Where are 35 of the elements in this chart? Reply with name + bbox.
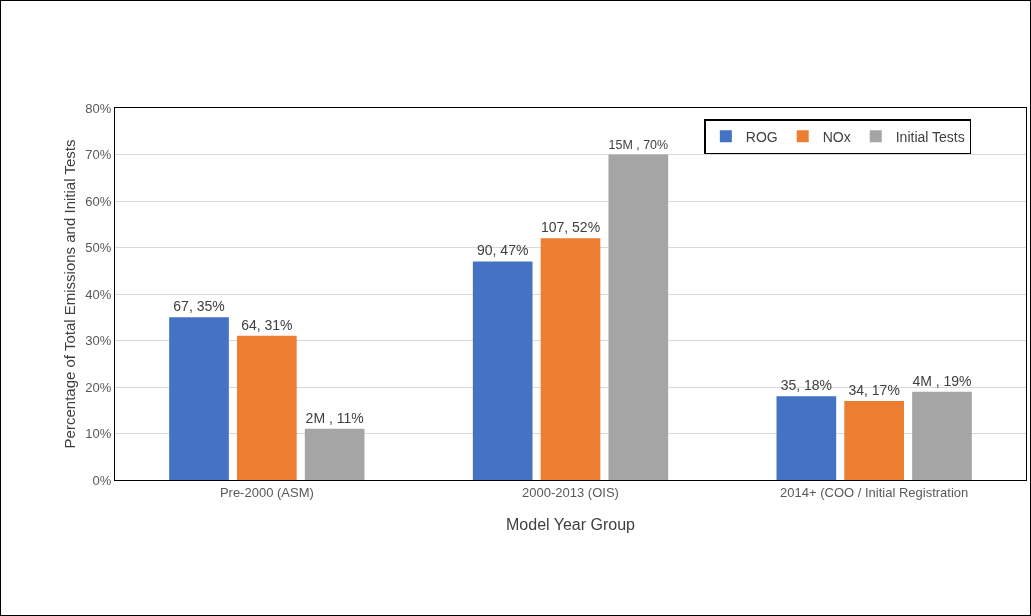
- bar: [540, 238, 601, 480]
- bar: [304, 428, 365, 480]
- x-tick-label: Pre-2000 (ASM): [219, 484, 314, 500]
- data-label: 90, 47%: [476, 242, 529, 259]
- y-tick-label: 60%: [85, 193, 112, 209]
- bar: [169, 317, 229, 480]
- data-label: 67, 35%: [173, 298, 225, 315]
- y-tick-label: 10%: [85, 426, 112, 442]
- x-axis-title: Model Year Group: [506, 516, 636, 534]
- x-tick-label: 2000-2013 (OIS): [522, 484, 619, 500]
- bar: [608, 154, 669, 480]
- y-tick-label: 40%: [85, 286, 112, 302]
- y-axis-title: Percentage of Total Emissions and Initial Tests: [61, 139, 78, 449]
- legend-label: Initial Tests: [895, 128, 965, 145]
- data-label: 2M , 11%: [305, 409, 364, 426]
- y-tick-label: 70%: [85, 147, 112, 163]
- legend-label: ROG: [745, 128, 778, 145]
- data-label: 107, 52%: [540, 219, 601, 236]
- bar: [236, 335, 297, 480]
- data-label: 64, 31%: [241, 316, 293, 333]
- data-label: 34, 17%: [848, 381, 900, 398]
- data-label: 15M , 70%: [608, 137, 669, 152]
- y-tick-label: 80%: [85, 100, 112, 116]
- data-label: 4M , 19%: [912, 372, 972, 389]
- bar: [472, 261, 533, 480]
- bar: [912, 391, 972, 480]
- bar: [844, 400, 905, 480]
- bar: [776, 396, 837, 480]
- legend-label: NOx: [822, 128, 851, 145]
- x-tick-label: 2014+ (COO / Initial Registration: [780, 484, 969, 500]
- data-label: 35, 18%: [780, 377, 833, 394]
- y-tick-label: 0%: [92, 472, 112, 488]
- y-tick-label: 30%: [85, 333, 112, 349]
- y-tick-label: 20%: [85, 379, 112, 395]
- y-tick-label: 50%: [85, 240, 112, 256]
